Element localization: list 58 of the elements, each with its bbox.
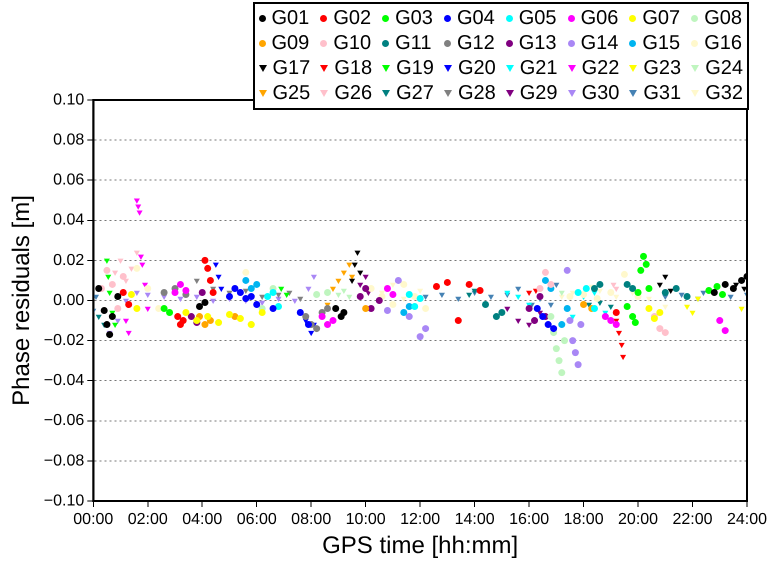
y-axis-title: Phase residuals [m] (8, 195, 36, 406)
legend-label: G27 (396, 81, 434, 106)
legend-label: G02 (333, 6, 372, 31)
x-axis-title: GPS time [hh:mm] (322, 532, 518, 560)
y-tick-label: −0.06 (44, 412, 84, 430)
legend-label: G16 (704, 31, 742, 56)
legend-label: G32 (705, 81, 743, 106)
legend-label: G18 (334, 56, 372, 81)
x-tick-label: 24:00 (726, 511, 768, 528)
legend-label: G09 (272, 31, 310, 56)
legend-label: G14 (580, 31, 618, 56)
x-tick-label: 14:00 (454, 511, 495, 528)
legend-label: G22 (582, 56, 620, 81)
legend-label: G29 (520, 81, 558, 106)
legend-label: G08 (704, 6, 742, 31)
legend-label: G31 (643, 81, 682, 106)
legend-label: G03 (395, 6, 433, 31)
legend-label: G23 (643, 56, 682, 81)
legend-label: G24 (705, 56, 743, 81)
legend-label: G28 (458, 81, 496, 106)
y-tick-label: 0.02 (53, 252, 84, 269)
legend-label: G26 (334, 81, 372, 106)
x-tick-label: 16:00 (509, 511, 550, 528)
legend-label: G25 (272, 81, 310, 106)
legend-label: G05 (518, 6, 557, 31)
x-tick-label: 00:00 (73, 511, 114, 528)
legend-label: G12 (456, 31, 495, 56)
y-tick-label: 0.04 (53, 212, 84, 229)
legend-label: G04 (456, 6, 495, 31)
y-tick-label: 0.08 (53, 132, 84, 149)
legend-label: G20 (458, 56, 496, 81)
x-tick-label: 12:00 (400, 511, 440, 528)
legend-label: G17 (272, 56, 310, 81)
legend-label: G30 (582, 81, 620, 106)
x-tick-label: 08:00 (291, 511, 332, 528)
x-tick-label: 02:00 (128, 511, 168, 528)
legend-label: G11 (395, 31, 432, 56)
legend-label: G10 (333, 31, 372, 56)
x-tick-label: 10:00 (346, 511, 386, 528)
legend-label: G13 (518, 31, 557, 56)
y-tick-label: 0.10 (53, 91, 84, 108)
y-tick-label: −0.04 (44, 372, 84, 390)
legend-label: G21 (520, 56, 558, 81)
y-tick-label: 0.06 (53, 172, 84, 189)
x-tick-label: 06:00 (236, 511, 277, 528)
legend-label: G07 (642, 6, 680, 31)
x-tick-label: 04:00 (182, 511, 222, 528)
x-tick-label: 22:00 (672, 511, 713, 528)
y-tick-label: −0.10 (44, 492, 84, 510)
legend-label: G06 (580, 6, 618, 31)
y-tick-label: 0.00 (53, 292, 84, 309)
y-tick-label: −0.08 (44, 452, 84, 470)
x-tick-label: 18:00 (564, 511, 604, 528)
legend-label: G15 (642, 31, 680, 56)
x-tick-label: 20:00 (618, 511, 658, 528)
legend-label: G01 (272, 6, 310, 31)
legend-label: G19 (396, 56, 434, 81)
y-tick-label: −0.02 (44, 332, 84, 350)
